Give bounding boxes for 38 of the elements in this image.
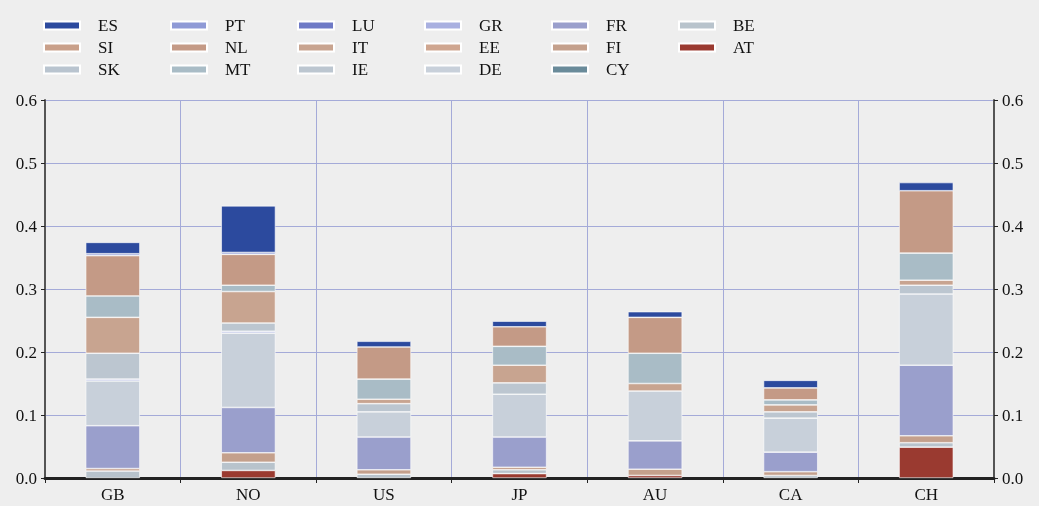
legend-label: SI: [98, 38, 114, 57]
legend-label: CY: [606, 60, 630, 79]
x-tick-label: GB: [100, 485, 125, 504]
x-tick-label: CA: [778, 485, 804, 504]
y-tick-label: 0.2: [15, 342, 37, 362]
y-tick-label: 0.6: [15, 90, 37, 110]
y2-tick-label: 0.6: [1002, 90, 1024, 110]
x-tick-label: AU: [642, 485, 668, 504]
y2-tick-label: 0.3: [1002, 279, 1024, 299]
legend-label: DE: [479, 60, 502, 79]
legend-label: PT: [225, 16, 246, 35]
legend-label: FR: [606, 16, 628, 35]
legend-label: AT: [733, 38, 755, 57]
y-tick-label: 0.0: [15, 468, 37, 488]
legend-label: BE: [733, 16, 755, 35]
y2-tick-label: 0.2: [1002, 342, 1024, 362]
legend-label: ES: [98, 16, 118, 35]
y-tick-label: 0.5: [15, 153, 37, 173]
y2-tick-label: 0.4: [1002, 216, 1024, 236]
legend-label: GR: [479, 16, 504, 35]
legend-label: LU: [352, 16, 375, 35]
y2-tick-label: 0.5: [1002, 153, 1024, 173]
y-tick-label: 0.4: [15, 216, 38, 236]
legend-label: NL: [225, 38, 248, 57]
y2-tick-label: 0.1: [1002, 405, 1024, 425]
legend-label: FI: [606, 38, 622, 57]
legend-label: MT: [225, 60, 252, 79]
legend-label: SK: [98, 60, 121, 79]
y-tick-label: 0.1: [15, 405, 37, 425]
y2-tick-label: 0.0: [1002, 468, 1024, 488]
x-tick-label: US: [373, 485, 395, 504]
legend-label: IE: [352, 60, 369, 79]
y-tick-label: 0.3: [15, 279, 37, 299]
legend-label: EE: [479, 38, 500, 57]
x-tick-label: CH: [914, 485, 939, 504]
x-tick-label: JP: [511, 485, 528, 504]
x-tick-label: NO: [236, 485, 261, 504]
legend-label: IT: [352, 38, 369, 57]
